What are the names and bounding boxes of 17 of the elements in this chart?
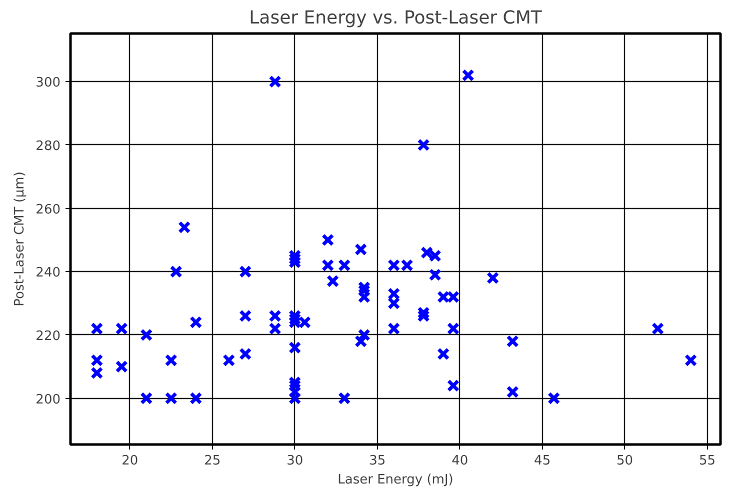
y-tick-label: 280 [36, 138, 61, 154]
x-tick-label: 30 [286, 454, 304, 468]
x-tick-label: 40 [452, 454, 468, 468]
y-axis-title: Post-Laser CMT (µm) [12, 172, 28, 306]
x-tick-label: 55 [699, 454, 716, 468]
x-tick-label: 35 [369, 454, 386, 468]
x-tick-label: 45 [534, 454, 551, 468]
x-tick-label: 50 [616, 454, 634, 468]
y-tick-label: 260 [36, 202, 61, 218]
x-tick-label: 25 [204, 454, 221, 468]
y-tick-label: 240 [36, 266, 61, 281]
chart-title: Laser Energy vs. Post-Laser CMT [249, 8, 543, 28]
y-tick-label: 200 [36, 392, 61, 408]
x-axis-title: Laser Energy (mJ) [338, 472, 454, 488]
y-tick-label: 300 [36, 76, 61, 91]
y-tick-label: 220 [36, 328, 61, 344]
x-tick-label: 20 [122, 454, 138, 468]
